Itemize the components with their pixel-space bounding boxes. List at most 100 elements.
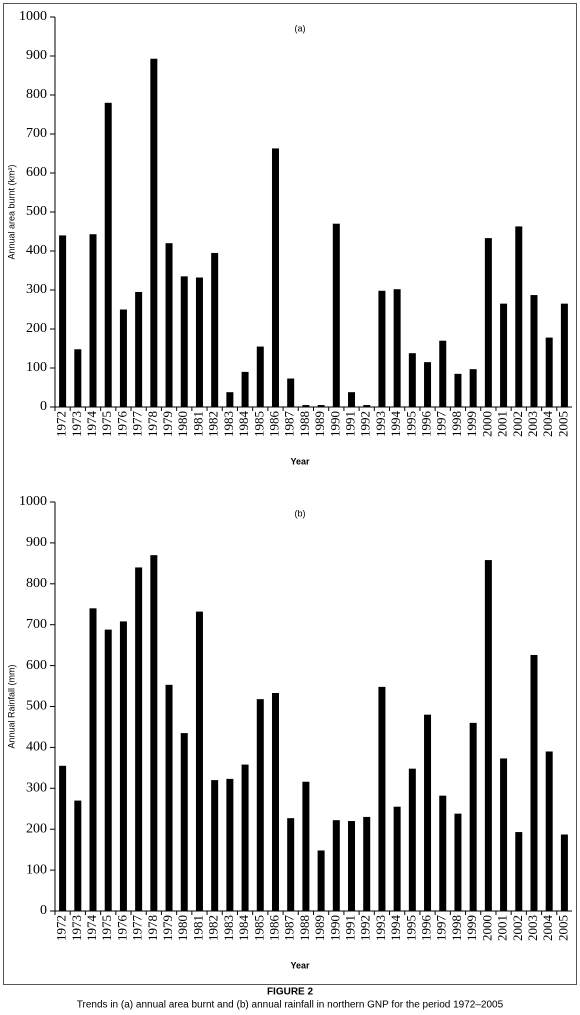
- x-tick-label: 1986: [266, 915, 281, 942]
- bar: [211, 252, 219, 407]
- x-tick-label: 1987: [282, 915, 297, 942]
- x-tick-label: 1978: [145, 411, 160, 437]
- x-tick-label: 1996: [419, 915, 434, 942]
- bar: [469, 722, 477, 911]
- bar: [302, 405, 310, 407]
- x-tick-label: 1972: [54, 411, 69, 437]
- x-tick-label: 2005: [555, 411, 570, 437]
- bar: [363, 816, 371, 911]
- bar: [560, 303, 568, 407]
- x-tick-label: 1981: [190, 915, 205, 941]
- x-tick-label: 1980: [175, 411, 190, 437]
- annotation: (b): [295, 508, 306, 518]
- bar: [135, 291, 143, 407]
- y-tick-label: 0: [40, 399, 47, 414]
- x-tick-label: 1998: [449, 411, 464, 437]
- x-tick-label: 1973: [69, 915, 84, 941]
- x-tick-label: 1983: [221, 915, 236, 941]
- bar: [332, 223, 340, 407]
- bar: [424, 362, 432, 407]
- y-tick-label: 800: [26, 87, 47, 102]
- x-tick-label: 1984: [236, 915, 251, 942]
- bar: [150, 555, 158, 911]
- y-axis-title: Annual area burnt (km²): [6, 164, 16, 259]
- bar: [332, 820, 340, 911]
- bar: [165, 684, 173, 911]
- bar: [74, 349, 82, 407]
- bar: [104, 102, 112, 408]
- bar: [180, 276, 188, 407]
- x-tick-label: 1986: [266, 411, 281, 438]
- x-tick-label: 1987: [282, 411, 297, 438]
- y-tick-label: 200: [26, 321, 47, 336]
- y-tick-label: 500: [26, 699, 47, 714]
- x-tick-label: 1989: [312, 411, 327, 437]
- x-tick-label: 1993: [373, 411, 388, 437]
- bar: [393, 806, 401, 911]
- bar: [195, 611, 203, 911]
- x-tick-label: 1973: [69, 411, 84, 437]
- bar: [439, 795, 447, 911]
- x-tick-label: 1984: [236, 411, 251, 438]
- x-tick-label: 1988: [297, 411, 312, 437]
- y-tick-label: 400: [26, 740, 47, 755]
- bar: [119, 309, 127, 407]
- x-tick-label: 1991: [342, 411, 357, 437]
- x-tick-label: 1990: [327, 411, 342, 437]
- x-tick-label: 1990: [327, 915, 342, 941]
- bar: [89, 234, 97, 407]
- x-tick-label: 1999: [464, 411, 479, 437]
- y-tick-label: 300: [26, 781, 47, 796]
- bar: [165, 243, 173, 407]
- y-tick-label: 800: [26, 576, 47, 591]
- x-tick-label: 2002: [510, 915, 525, 941]
- bar: [104, 629, 112, 911]
- x-tick-label: 1993: [373, 915, 388, 941]
- bar: [89, 608, 97, 911]
- bar: [150, 58, 158, 407]
- y-tick-label: 400: [26, 243, 47, 258]
- x-tick-label: 1996: [419, 411, 434, 438]
- bar: [348, 392, 356, 407]
- bar: [378, 686, 386, 911]
- bar: [74, 800, 82, 911]
- bar: [302, 781, 310, 911]
- bar: [454, 373, 462, 407]
- bar: [317, 405, 325, 407]
- y-tick-label: 900: [26, 48, 47, 63]
- x-tick-label: 1978: [145, 915, 160, 941]
- annotation: (a): [295, 23, 306, 33]
- y-tick-label: 0: [40, 903, 47, 918]
- x-tick-label: 1979: [160, 411, 175, 437]
- x-tick-label: 1989: [312, 915, 327, 941]
- y-tick-label: 600: [26, 165, 47, 180]
- x-tick-label: 2003: [525, 411, 540, 437]
- bar: [393, 289, 401, 407]
- bar: [241, 371, 249, 407]
- bar: [545, 751, 553, 911]
- bar: [119, 621, 127, 911]
- bar: [256, 699, 264, 911]
- x-tick-label: 2003: [525, 915, 540, 941]
- bar: [484, 238, 492, 407]
- x-axis-title: Year: [290, 456, 310, 466]
- x-tick-label: 1998: [449, 915, 464, 941]
- bar: [271, 148, 279, 407]
- x-tick-label: 1985: [251, 411, 266, 437]
- bar: [317, 850, 325, 911]
- x-tick-label: 1981: [190, 411, 205, 437]
- y-tick-label: 700: [26, 126, 47, 141]
- x-tick-label: 2001: [495, 411, 510, 437]
- x-tick-label: 1994: [388, 411, 403, 438]
- bar: [226, 778, 234, 911]
- x-tick-label: 1988: [297, 915, 312, 941]
- x-tick-label: 2005: [555, 915, 570, 941]
- figure-caption: Trends in (a) annual area burnt and (b) …: [77, 1000, 504, 1011]
- x-tick-label: 2001: [495, 915, 510, 941]
- bar: [530, 295, 538, 407]
- bar: [408, 353, 416, 407]
- bar: [135, 567, 143, 911]
- x-tick-label: 1975: [99, 411, 114, 437]
- x-tick-label: 1975: [99, 915, 114, 941]
- x-tick-label: 1982: [206, 411, 221, 437]
